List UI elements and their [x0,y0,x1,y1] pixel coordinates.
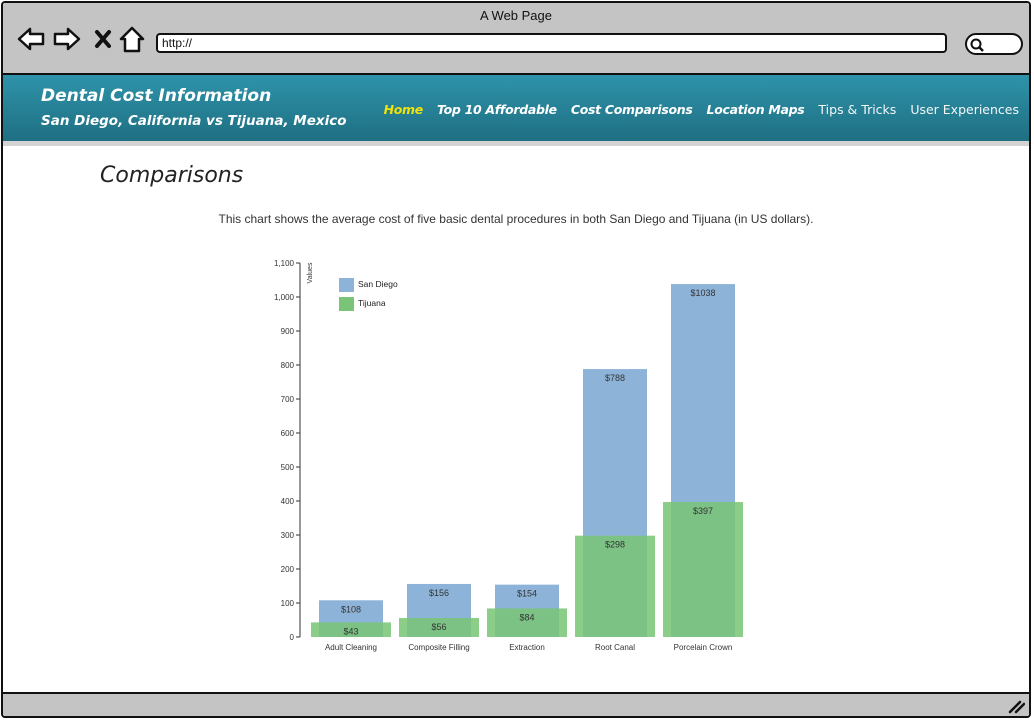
browser-toolbar: A Web Page http:// [3,3,1029,75]
stop-icon[interactable] [95,30,111,48]
data-label-san-diego: $788 [605,373,625,383]
y-tick-label: 100 [281,599,295,608]
bar-tijuana [399,617,479,637]
data-label-san-diego: $108 [341,604,361,614]
y-tick-label: 1,100 [274,259,295,268]
nav-location-maps[interactable]: Location Maps [706,102,805,117]
x-tick-label: Extraction [509,643,545,652]
y-tick-label: 600 [281,429,295,438]
nav-user-experiences[interactable]: User Experiences [910,102,1019,117]
bar-tijuana [575,535,655,637]
y-tick-label: 0 [290,633,295,642]
data-label-tijuana: $397 [693,506,713,516]
data-label-tijuana: $84 [519,612,534,622]
bar-tijuana [663,502,743,637]
y-axis-label: Values [307,262,314,283]
search-icon [970,38,984,52]
home-icon[interactable] [119,26,145,53]
site-subtitle: San Diego, California vs Tijuana, Mexico [41,113,347,129]
nav-top-10-affordable[interactable]: Top 10 Affordable [436,102,557,117]
status-bar [3,692,1029,716]
legend-label: San Diego [358,279,398,289]
site-nav: Home Top 10 Affordable Cost Comparisons … [384,102,1019,117]
y-tick-label: 300 [281,531,295,540]
browser-title: A Web Page [479,8,553,23]
cost-comparison-chart: 0 100 200 300 400 500 600 700 800 900 1,000 1,100 Va… [274,259,743,652]
data-label-san-diego: $156 [429,588,449,598]
x-tick-label: Adult Cleaning [325,643,377,652]
legend-swatch [339,278,354,292]
chart-description: This chart shows the average cost of fiv… [218,212,814,226]
browser-nav-buttons [15,25,145,55]
browser-search-field[interactable] [965,33,1023,55]
y-tick-label: 200 [281,565,295,574]
site-header: Dental Cost Information San Diego, Calif… [3,75,1029,146]
data-label-tijuana: $56 [431,622,446,632]
y-tick-label: 500 [281,463,295,472]
data-label-tijuana: $298 [605,540,625,550]
y-tick-label: 400 [281,497,295,506]
site-title: Dental Cost Information [41,86,272,106]
y-tick-label: 800 [281,361,295,370]
url-input[interactable]: http:// [156,33,947,53]
y-tick-label: 700 [281,395,295,404]
page-title: Comparisons [100,163,244,188]
legend-swatch [339,297,354,311]
bar-tijuana [487,608,567,637]
back-icon[interactable] [17,27,45,51]
nav-home[interactable]: Home [383,102,424,117]
x-tick-label: Porcelain Crown [674,643,733,652]
forward-icon[interactable] [53,27,81,51]
bar-tijuana [311,622,391,637]
y-tick-label: 900 [281,327,295,336]
resize-grip-icon[interactable] [1007,698,1025,714]
nav-cost-comparisons[interactable]: Cost Comparisons [570,102,693,117]
legend-label: Tijuana [358,298,386,308]
x-tick-label: Root Canal [595,643,635,652]
y-tick-label: 1,000 [274,293,295,302]
x-tick-label: Composite Filling [408,643,469,652]
data-label-san-diego: $1038 [690,288,715,298]
data-label-tijuana: $43 [343,626,358,636]
nav-tips-tricks[interactable]: Tips & Tricks [818,102,897,117]
data-label-san-diego: $154 [517,589,537,599]
